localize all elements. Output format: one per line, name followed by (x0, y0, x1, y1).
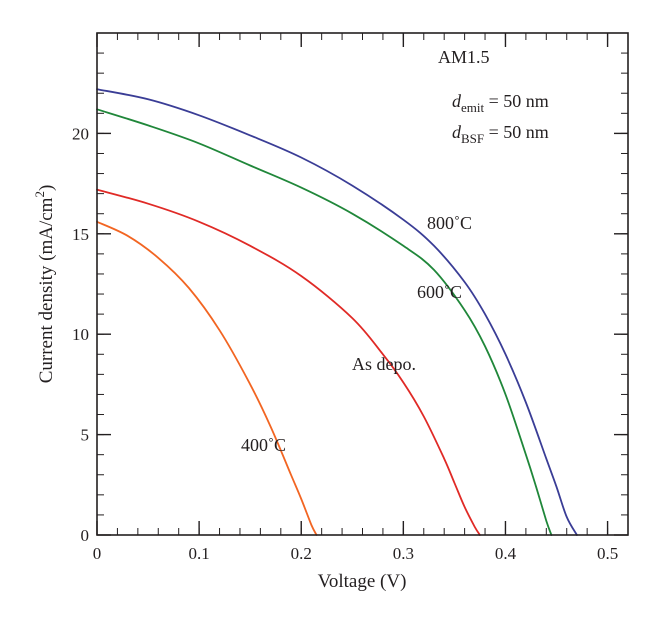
plot-frame (96, 32, 629, 536)
curves (96, 88, 578, 536)
bsf-thickness-subscript: BSF (461, 131, 484, 146)
series-line-1 (96, 108, 553, 536)
label-400c: 400˚C (241, 435, 286, 455)
y-axis-label: Current density (mA/cm2) (32, 185, 57, 384)
series-line-3 (96, 220, 318, 536)
emitter-thickness-subscript: emit (461, 100, 484, 115)
y-axis-label-exponent: 2 (32, 191, 47, 198)
x-tick-label: 0.2 (291, 544, 312, 563)
series-line-2 (96, 188, 481, 536)
y-tick-label: 0 (81, 526, 90, 545)
bsf-thickness-var: d (452, 122, 462, 142)
bsf-thickness-annotation: dBSF = 50 nm (452, 122, 549, 146)
y-tick-label: 20 (72, 124, 89, 143)
emitter-thickness-var: d (452, 91, 462, 111)
y-axis-label-text: Current density (mA/cm (36, 197, 57, 383)
tick-labels: 0 0.1 0.2 0.3 0.4 0.5 0 5 10 15 20 (72, 124, 618, 563)
label-as-depo: As depo. (352, 354, 416, 374)
y-tick-label: 5 (81, 426, 90, 445)
y-axis-label-close: ) (36, 185, 57, 191)
label-600c: 600˚C (417, 282, 462, 302)
x-tick-label: 0 (93, 544, 102, 563)
x-tick-label: 0.5 (597, 544, 618, 563)
emitter-thickness-annotation: demit = 50 nm (452, 91, 549, 115)
series-line-0 (96, 88, 578, 536)
emitter-thickness-value: = 50 nm (484, 91, 549, 111)
x-axis-label: Voltage (V) (318, 571, 407, 592)
x-tick-label: 0.1 (188, 544, 209, 563)
label-800c: 800˚C (427, 213, 472, 233)
spectrum-annotation: AM1.5 (438, 47, 490, 67)
bsf-thickness-value: = 50 nm (484, 122, 549, 142)
x-tick-label: 0.3 (393, 544, 414, 563)
y-tick-label: 15 (72, 225, 89, 244)
x-tick-label: 0.4 (495, 544, 517, 563)
y-tick-label: 10 (72, 325, 89, 344)
